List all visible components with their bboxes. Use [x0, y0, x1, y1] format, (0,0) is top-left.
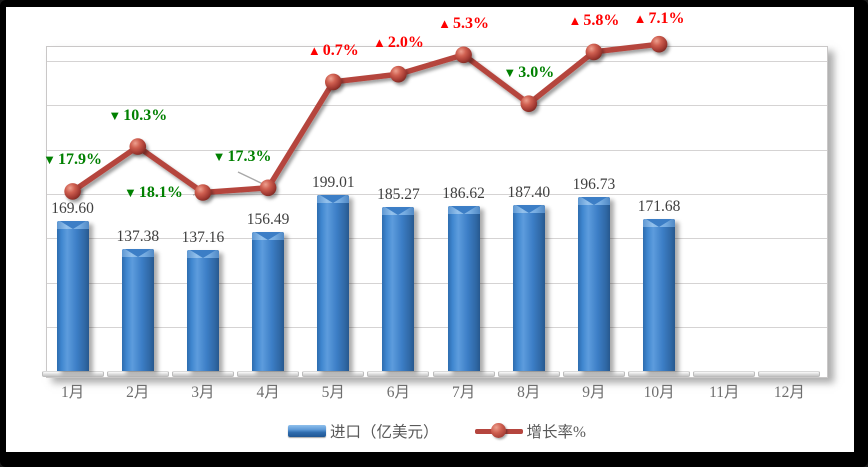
- gridline: [47, 238, 827, 240]
- bar-value-label: 137.38: [116, 228, 160, 246]
- axis-tile: [237, 371, 300, 377]
- bar-6月: [382, 207, 415, 371]
- bar-8月: [512, 205, 545, 371]
- axis-tile: [562, 371, 625, 377]
- line-series-swatch-icon: [474, 423, 523, 439]
- bar-7月: [447, 205, 480, 371]
- axis-tile: [171, 371, 234, 377]
- growth-rate-label: ▲ 0.7%: [307, 41, 359, 59]
- x-axis-label: 1月: [60, 384, 85, 401]
- down-triangle-icon: ▼: [212, 148, 226, 164]
- growth-rate-label: ▼ 10.3%: [108, 106, 168, 124]
- x-axis-label: 12月: [773, 384, 805, 401]
- growth-rate-label: ▼ 17.3%: [212, 147, 272, 165]
- bar-3月: [186, 249, 219, 371]
- growth-rate-label: ▼ 17.9%: [43, 151, 103, 169]
- axis-tile: [367, 371, 430, 377]
- down-triangle-icon: ▼: [503, 64, 517, 80]
- chart-canvas: 169.60 137.38 137.16 156.49 199.01 185.27 186.…: [6, 7, 854, 452]
- up-triangle-icon: ▲: [307, 42, 321, 58]
- up-triangle-icon: ▲: [633, 11, 647, 27]
- axis-tile: [693, 371, 756, 377]
- growth-rate-label: ▲ 2.0%: [372, 34, 424, 52]
- x-axis-label: 2月: [126, 384, 150, 401]
- gridline: [47, 282, 827, 284]
- gridline: [47, 61, 827, 63]
- bar-value-label: 137.16: [181, 228, 225, 246]
- chart-legend: 进口（亿美元） 增长率%: [46, 420, 828, 442]
- legend-label-imports: 进口（亿美元）: [330, 424, 439, 441]
- axis-tile: [41, 371, 104, 377]
- plot-area: [46, 46, 828, 378]
- legend-label-growth: 增长率%: [526, 424, 586, 441]
- x-axis-label: 11月: [709, 384, 740, 401]
- bar-value-label: 156.49: [246, 211, 290, 229]
- x-axis-label: 5月: [321, 384, 345, 401]
- up-triangle-icon: ▲: [438, 15, 452, 31]
- x-axis-label: 8月: [517, 384, 541, 401]
- bar-1月: [56, 220, 89, 371]
- bar-value-label: 199.01: [311, 173, 355, 191]
- x-axis-label: 10月: [643, 384, 675, 401]
- bar-10月: [643, 219, 676, 371]
- x-axis-label: 7月: [451, 384, 476, 401]
- legend-item-imports: 进口（亿美元）: [288, 420, 439, 442]
- axis-tile: [106, 371, 169, 377]
- bar-5月: [317, 194, 350, 371]
- x-axis-label: 4月: [256, 384, 280, 401]
- legend-item-growth: 增长率%: [474, 420, 586, 442]
- axis-tile: [432, 371, 495, 377]
- axis-tile: [628, 371, 691, 377]
- bar-value-label: 196.73: [572, 175, 616, 193]
- x-axis-label: 3月: [191, 384, 215, 401]
- down-triangle-icon: ▼: [108, 107, 122, 123]
- axis-tile: [302, 371, 365, 377]
- growth-rate-label: ▲ 7.1%: [633, 10, 685, 28]
- bar-9月: [577, 196, 610, 371]
- growth-rate-label: ▲ 5.3%: [438, 14, 490, 32]
- bar-value-label: 187.40: [507, 184, 551, 202]
- x-axis-label: 9月: [582, 384, 606, 401]
- down-triangle-icon: ▼: [123, 185, 137, 200]
- growth-rate-label: ▲ 5.8%: [568, 11, 620, 29]
- bar-value-label: 169.60: [51, 199, 94, 217]
- axis-tile: [758, 371, 821, 377]
- bar-value-label: 186.62: [442, 184, 485, 202]
- bar-value-label: 185.27: [377, 186, 420, 203]
- x-axis-label: 6月: [386, 384, 411, 401]
- bar-2月: [121, 249, 154, 371]
- bar-4月: [252, 232, 285, 371]
- bar-value-label: 171.68: [637, 198, 681, 215]
- up-triangle-icon: ▲: [568, 12, 582, 28]
- growth-rate-label: ▼ 18.1%: [123, 184, 183, 201]
- bar-series-swatch-icon: [288, 425, 327, 437]
- down-triangle-icon: ▼: [43, 152, 57, 168]
- growth-rate-label: ▼ 3.0%: [503, 63, 555, 81]
- gridline: [47, 326, 827, 328]
- up-triangle-icon: ▲: [372, 35, 386, 51]
- gridline: [47, 149, 827, 151]
- axis-tile: [497, 371, 560, 377]
